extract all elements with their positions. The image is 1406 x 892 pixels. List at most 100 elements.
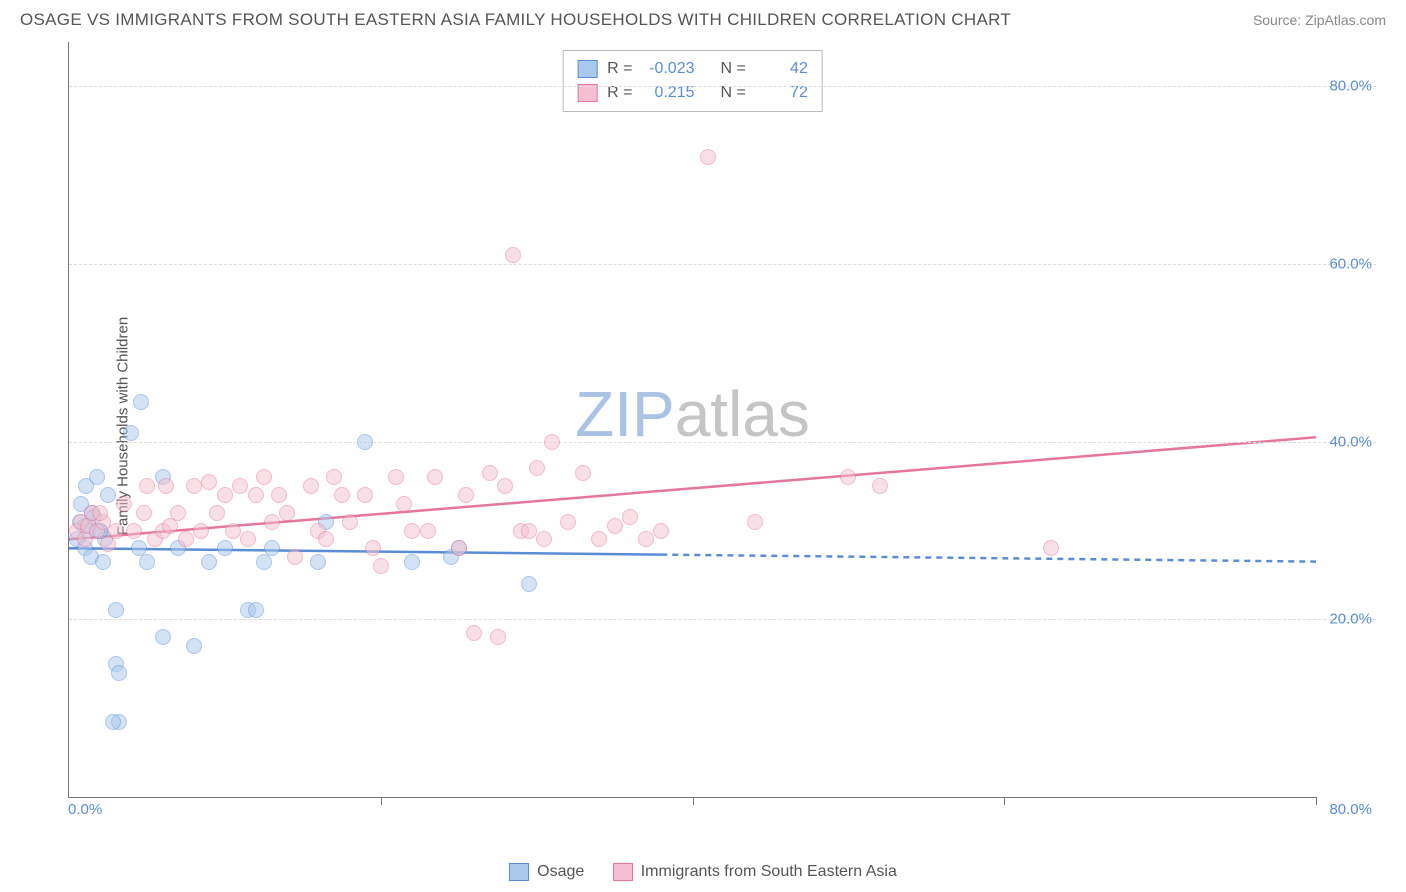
n-label: N = [721, 57, 746, 81]
chart-container: Family Households with Children ZIPatlas… [20, 36, 1386, 816]
data-point-osage [217, 540, 233, 556]
data-point-seasia [458, 487, 474, 503]
data-point-seasia [591, 531, 607, 547]
y-tick-label: 80.0% [1329, 78, 1376, 95]
chart-title: OSAGE VS IMMIGRANTS FROM SOUTH EASTERN A… [20, 10, 1011, 30]
n-value-seasia: 72 [756, 81, 808, 105]
data-point-seasia [318, 531, 334, 547]
r-label: R = [607, 81, 632, 105]
data-point-seasia [240, 531, 256, 547]
data-point-seasia [357, 487, 373, 503]
data-point-osage [95, 554, 111, 570]
data-point-osage [155, 629, 171, 645]
data-point-seasia [256, 469, 272, 485]
stats-row-seasia: R = 0.215 N = 72 [577, 81, 808, 105]
watermark-atlas: atlas [675, 378, 810, 450]
watermark: ZIPatlas [575, 377, 810, 451]
data-point-osage [186, 638, 202, 654]
data-point-seasia [388, 469, 404, 485]
data-point-osage [521, 576, 537, 592]
y-tick-label: 20.0% [1329, 611, 1376, 628]
data-point-seasia [365, 540, 381, 556]
gridline [69, 442, 1376, 443]
data-point-osage [357, 434, 373, 450]
legend-item-seasia: Immigrants from South Eastern Asia [613, 863, 897, 881]
swatch-osage [577, 60, 597, 78]
trend-line-osage [661, 555, 1316, 562]
data-point-seasia [92, 505, 108, 521]
data-point-seasia [638, 531, 654, 547]
data-point-seasia [170, 505, 186, 521]
data-point-seasia [158, 478, 174, 494]
data-point-seasia [248, 487, 264, 503]
data-point-seasia [217, 487, 233, 503]
x-tick [381, 797, 382, 805]
x-tick [693, 797, 694, 805]
legend-label-seasia: Immigrants from South Eastern Asia [641, 863, 897, 881]
data-point-seasia [427, 469, 443, 485]
data-point-seasia [420, 523, 436, 539]
y-tick-label: 40.0% [1329, 433, 1376, 450]
data-point-seasia [700, 149, 716, 165]
data-point-seasia [116, 496, 132, 512]
data-point-seasia [482, 465, 498, 481]
data-point-osage [139, 554, 155, 570]
gridline [69, 619, 1376, 620]
x-tick-min: 0.0% [68, 801, 102, 818]
data-point-seasia [232, 478, 248, 494]
trend-lines [69, 42, 1316, 797]
data-point-osage [248, 602, 264, 618]
data-point-seasia [466, 625, 482, 641]
data-point-seasia [653, 523, 669, 539]
gridline [69, 264, 1376, 265]
x-tick [1316, 797, 1317, 805]
n-value-osage: 42 [756, 57, 808, 81]
data-point-seasia [607, 518, 623, 534]
r-value-osage: -0.023 [643, 57, 695, 81]
data-point-seasia [529, 460, 545, 476]
chart-source: Source: ZipAtlas.com [1253, 12, 1386, 28]
swatch-osage [509, 863, 529, 881]
data-point-seasia [201, 474, 217, 490]
watermark-zip: ZIP [575, 378, 675, 450]
data-point-seasia [264, 514, 280, 530]
r-label: R = [607, 57, 632, 81]
data-point-seasia [544, 434, 560, 450]
data-point-seasia [490, 629, 506, 645]
data-point-seasia [373, 558, 389, 574]
data-point-osage [264, 540, 280, 556]
data-point-seasia [560, 514, 576, 530]
y-tick-label: 60.0% [1329, 256, 1376, 273]
data-point-osage [310, 554, 326, 570]
data-point-seasia [536, 531, 552, 547]
data-point-seasia [225, 523, 241, 539]
n-label: N = [721, 81, 746, 105]
data-point-seasia [209, 505, 225, 521]
data-point-seasia [334, 487, 350, 503]
data-point-seasia [326, 469, 342, 485]
stats-legend: R = -0.023 N = 42 R = 0.215 N = 72 [562, 50, 823, 112]
x-tick-max: 80.0% [1329, 801, 1372, 818]
data-point-seasia [178, 531, 194, 547]
data-point-seasia [404, 523, 420, 539]
data-point-seasia [451, 540, 467, 556]
data-point-seasia [342, 514, 358, 530]
data-point-osage [89, 469, 105, 485]
data-point-osage [105, 714, 121, 730]
data-point-osage [108, 602, 124, 618]
x-tick [1004, 797, 1005, 805]
data-point-seasia [622, 509, 638, 525]
data-point-seasia [186, 478, 202, 494]
data-point-seasia [575, 465, 591, 481]
data-point-seasia [747, 514, 763, 530]
data-point-seasia [139, 478, 155, 494]
data-point-seasia [136, 505, 152, 521]
data-point-osage [111, 665, 127, 681]
data-point-seasia [1043, 540, 1059, 556]
data-point-seasia [108, 523, 124, 539]
data-point-seasia [521, 523, 537, 539]
data-point-osage [404, 554, 420, 570]
data-point-seasia [396, 496, 412, 512]
data-point-seasia [279, 505, 295, 521]
data-point-osage [100, 487, 116, 503]
